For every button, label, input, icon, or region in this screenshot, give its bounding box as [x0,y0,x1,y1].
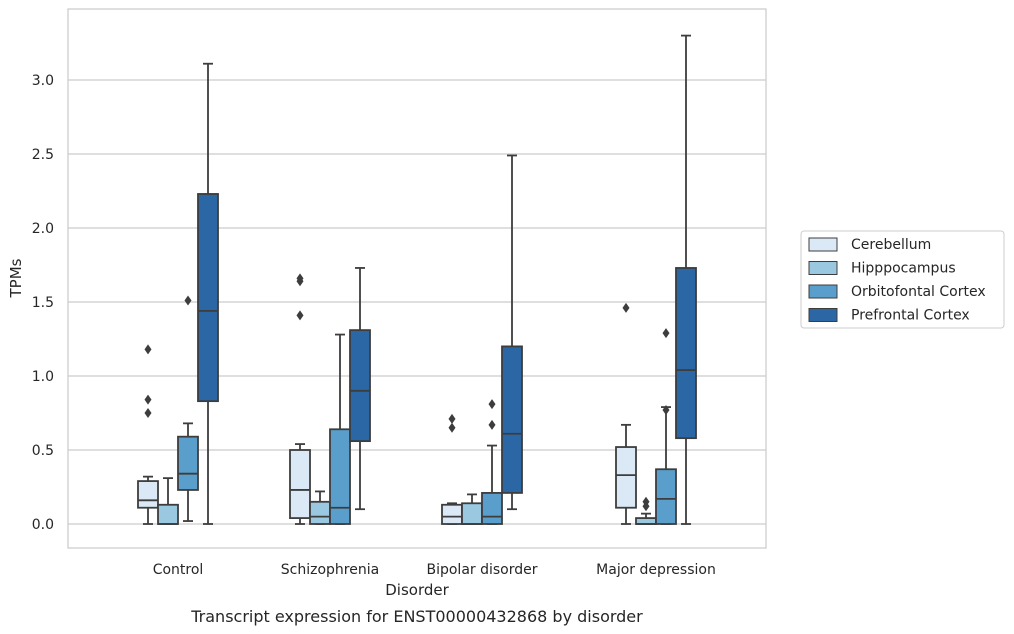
outlier-point [184,295,192,306]
box-body [461,502,483,525]
legend-label: Prefrontal Cortex [851,308,970,324]
box-hipppocampus [309,490,331,525]
outlier-point [488,419,496,430]
outlier-point [662,405,670,416]
box-body [309,500,331,525]
outlier-point [144,344,152,355]
box-body [157,503,179,525]
box-orbitofontal-cortex [655,328,677,525]
y-tick-label: 1.5 [32,295,54,311]
box-body [501,345,523,494]
y-tick-label: 0.5 [32,443,54,459]
box-cerebellum [615,302,637,525]
legend-label: Orbitofontal Cortex [851,284,986,300]
chart-caption: Transcript expression for ENST0000043286… [190,607,643,626]
y-tick-label: 3.0 [32,73,54,89]
x-tick-label: Control [153,562,204,578]
y-tick-label: 1.0 [32,369,54,385]
box-body [197,193,219,403]
box-body [675,267,697,440]
outlier-point [622,302,630,313]
box-body [615,446,637,509]
x-tick-label: Bipolar disorder [426,562,537,578]
outlier-point [642,496,650,507]
legend-swatch [808,237,838,252]
y-axis-label: TPMs [7,258,25,298]
legend-swatch [808,261,838,275]
box-cerebellum [441,413,463,525]
x-tick-label: Major depression [596,562,716,578]
outlier-point [488,399,496,410]
box-cerebellum [137,344,159,525]
outlier-point [296,310,304,321]
legend-swatch [808,308,838,322]
y-tick-label: 2.5 [32,147,54,163]
legend: Cerebellum Hipppocampus Orbitofontal Corte… [800,230,1005,329]
plot-frame [67,8,767,549]
x-tick-label: Schizophrenia [281,562,379,578]
outlier-point [662,328,670,339]
legend-swatch [808,284,838,299]
box-hipppocampus [635,496,657,525]
box-body [481,492,503,525]
box-body [137,480,159,509]
box-cerebellum [289,273,311,525]
box-hipppocampus [461,493,483,525]
x-axis-ticks: Control Schizophrenia Bipolar disorder Majo… [153,562,716,578]
box-hipppocampus [157,477,179,525]
box-prefrontal-cortex [197,62,219,525]
box-prefrontal-cortex [675,34,697,525]
box-body [655,468,677,525]
gridlines [68,79,766,525]
box-body [349,329,371,443]
y-axis-ticks: 0.0 0.5 1.0 1.5 2.0 2.5 3.0 [32,73,54,533]
box-body [177,435,199,491]
x-axis-label: Disorder [385,581,449,599]
outlier-point [144,394,152,405]
box-orbitofontal-cortex [329,333,351,525]
box-prefrontal-cortex [349,267,371,511]
outlier-point [448,413,456,424]
legend-frame [800,230,1005,329]
box-body [289,449,311,519]
box-prefrontal-cortex [501,154,523,511]
y-tick-label: 0.0 [32,517,54,533]
box-orbitofontal-cortex [177,295,199,522]
legend-label: Cerebellum [851,237,931,253]
boxes [137,34,697,525]
outlier-point [144,408,152,418]
legend-label: Hipppocampus [851,261,956,277]
y-tick-label: 2.0 [32,221,54,237]
box-orbitofontal-cortex [481,399,503,525]
outlier-point [448,422,456,433]
outlier-point [296,273,304,284]
box-body [329,428,351,525]
box-body [441,503,463,525]
